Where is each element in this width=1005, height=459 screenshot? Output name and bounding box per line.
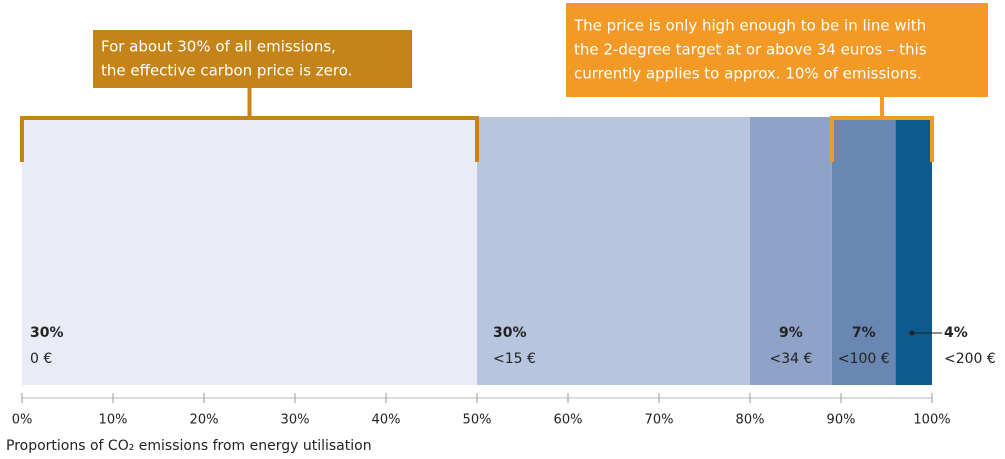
x-axis-label: Proportions of CO₂ emissions from energy… (6, 438, 372, 454)
bar-segment (477, 117, 750, 385)
x-tick-label: 60% (554, 413, 583, 428)
callout-box (566, 3, 988, 97)
callout-box (93, 30, 412, 88)
callout-text: the effective carbon price is zero. (101, 62, 352, 80)
share-label: 7% (852, 325, 876, 341)
x-tick-label: 20% (190, 413, 219, 428)
price-label: <200 € (944, 351, 996, 367)
price-label: <15 € (493, 351, 536, 367)
share-label: 30% (30, 325, 64, 341)
share-label: 4% (944, 325, 968, 341)
x-tick-label: 70% (645, 413, 674, 428)
x-tick-label: 100% (913, 413, 950, 428)
callout: For about 30% of all emissions, the effec… (93, 30, 412, 88)
x-tick-label: 40% (372, 413, 401, 428)
x-tick-label: 0% (12, 413, 33, 428)
x-tick-label: 90% (827, 413, 856, 428)
callout: The price is only high enough to be in l… (566, 3, 988, 97)
x-tick-label: 30% (281, 413, 310, 428)
price-label: <100 € (838, 351, 890, 367)
bar-segment (895, 117, 932, 385)
bracket (829, 97, 934, 162)
bar-segment (22, 117, 477, 385)
x-tick-label: 80% (736, 413, 765, 428)
callout-text: For about 30% of all emissions, (101, 38, 336, 56)
bar-segment (750, 117, 832, 385)
share-label: 9% (779, 325, 803, 341)
price-label: 0 € (30, 351, 52, 367)
x-tick-label: 10% (99, 413, 128, 428)
share-label: 30% (493, 325, 527, 341)
price-label: <34 € (769, 351, 812, 367)
callout-text: currently applies to approx. 10% of emis… (574, 65, 922, 83)
bracket (20, 88, 479, 162)
callout-text: the 2-degree target at or above 34 euros… (574, 41, 927, 59)
bar-segment (831, 117, 896, 385)
x-tick-label: 50% (463, 413, 492, 428)
callout-text: The price is only high enough to be in l… (573, 17, 926, 35)
